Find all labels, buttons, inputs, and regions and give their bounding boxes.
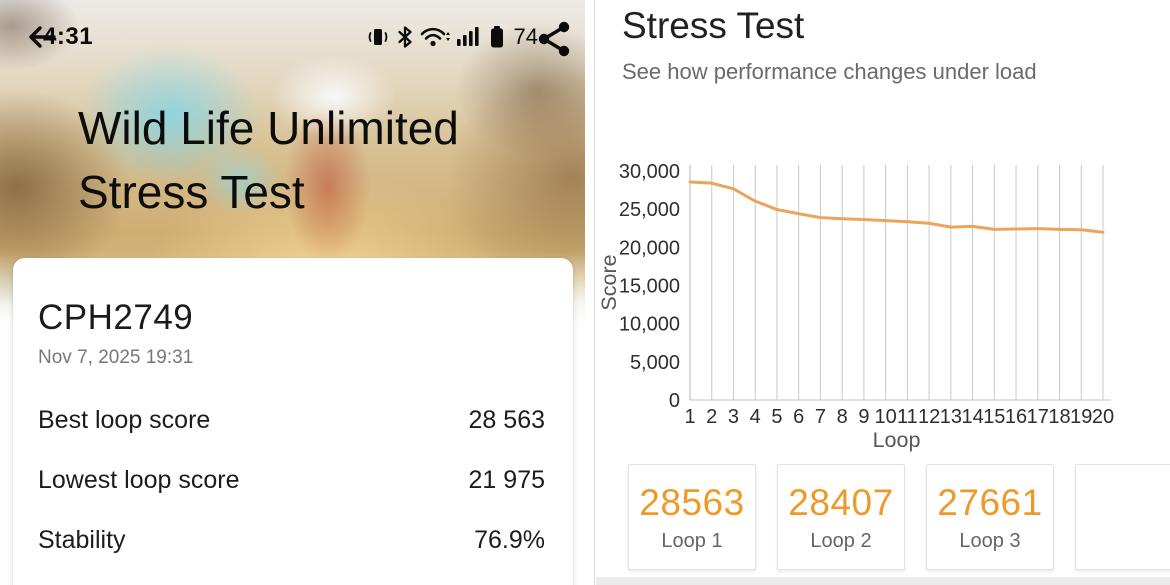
svg-text:30,000: 30,000 bbox=[619, 161, 680, 183]
status-bar-right: 74 bbox=[366, 17, 575, 57]
device-name: CPH2749 bbox=[38, 298, 194, 337]
svg-text:6: 6 bbox=[793, 406, 804, 428]
signal-bars-icon bbox=[456, 27, 479, 46]
best-loop-score-row: Best loop score 28 563 bbox=[38, 406, 545, 435]
score-rows: Best loop score 28 563 Lowest loop score… bbox=[38, 406, 545, 555]
stability-label: Stability bbox=[38, 526, 126, 554]
svg-text:20: 20 bbox=[1092, 406, 1114, 428]
svg-text:13: 13 bbox=[940, 406, 962, 428]
battery-percent: 74 bbox=[513, 24, 538, 49]
vibrate-icon bbox=[368, 29, 387, 45]
wild-life-hero-image: 4:31 bbox=[0, 0, 585, 322]
result-timestamp: Nov 7, 2025 19:31 bbox=[38, 347, 194, 368]
status-bar-left: 4:31 bbox=[24, 21, 93, 53]
svg-text:0: 0 bbox=[669, 390, 680, 412]
best-loop-score-value: 28 563 bbox=[468, 406, 545, 434]
battery-icon bbox=[490, 26, 503, 48]
svg-text:20,000: 20,000 bbox=[619, 237, 680, 259]
svg-text:25,000: 25,000 bbox=[619, 199, 680, 221]
status-bar: 4:31 bbox=[24, 16, 575, 58]
result-summary-card: CPH2749 Nov 7, 2025 19:31 Best loop scor… bbox=[13, 258, 573, 585]
svg-text:Score: Score bbox=[597, 254, 621, 310]
status-time: 4:31 bbox=[43, 23, 94, 50]
svg-text:11: 11 bbox=[897, 406, 918, 428]
lowest-loop-score-value: 21 975 bbox=[468, 466, 545, 494]
svg-text:14: 14 bbox=[961, 406, 983, 428]
loop-1-label: Loop 1 bbox=[661, 529, 723, 552]
loop-2-score: 28407 bbox=[788, 481, 894, 523]
wifi-icon bbox=[420, 27, 450, 47]
stress-test-detail-panel: Stress Test See how performance changes … bbox=[596, 0, 1170, 585]
section-subtitle: See how performance changes under load bbox=[622, 59, 1037, 84]
chart-canvas: 1 2 3 4 5 6 7 8 9 10 11 12 13 14 15 16 17 18 19 2005,00010,… bbox=[597, 161, 1114, 452]
loop-score-cards: 28563 Loop 1 28407 Loop 2 27661 Loop 3 bbox=[628, 464, 1170, 570]
svg-text:8: 8 bbox=[837, 406, 848, 428]
share-icon[interactable] bbox=[535, 19, 575, 59]
svg-text:15: 15 bbox=[983, 406, 1005, 428]
svg-text:19: 19 bbox=[1070, 406, 1092, 428]
back-arrow-icon[interactable] bbox=[24, 21, 58, 53]
svg-text:12: 12 bbox=[918, 406, 940, 428]
svg-text:5,000: 5,000 bbox=[630, 352, 680, 374]
svg-text:Loop: Loop bbox=[873, 428, 921, 452]
next-section-edge bbox=[596, 577, 1170, 585]
svg-text:2: 2 bbox=[706, 406, 717, 428]
lowest-loop-score-row: Lowest loop score 21 975 bbox=[38, 466, 545, 495]
loop-3-score: 27661 bbox=[937, 481, 1043, 523]
svg-text:17: 17 bbox=[1027, 406, 1049, 428]
svg-text:7: 7 bbox=[815, 406, 826, 428]
loop-score-line-chart: 1 2 3 4 5 6 7 8 9 10 11 12 13 14 15 16 17 18 19 20 0 5,000 10,… bbox=[596, 120, 1170, 460]
loop-card-4-partial[interactable] bbox=[1075, 464, 1170, 570]
benchmark-title: Wild Life Unlimited Stress Test bbox=[78, 102, 459, 218]
loop-card-3[interactable]: 27661 Loop 3 bbox=[926, 464, 1054, 570]
stability-value: 76.9% bbox=[474, 526, 545, 554]
svg-text:1: 1 bbox=[684, 406, 695, 428]
svg-text:16: 16 bbox=[1005, 406, 1027, 428]
svg-text:10: 10 bbox=[875, 406, 897, 428]
panel-divider bbox=[594, 0, 595, 585]
loop-card-2[interactable]: 28407 Loop 2 bbox=[777, 464, 905, 570]
svg-text:15,000: 15,000 bbox=[619, 276, 680, 298]
svg-text:3: 3 bbox=[728, 406, 739, 428]
share-button[interactable] bbox=[535, 19, 575, 59]
bluetooth-icon bbox=[397, 26, 412, 48]
svg-text:18: 18 bbox=[1048, 406, 1070, 428]
svg-text:10,000: 10,000 bbox=[619, 314, 680, 336]
section-title: Stress Test bbox=[622, 5, 805, 46]
stability-row: Stability 76.9% bbox=[38, 526, 545, 555]
svg-text:4: 4 bbox=[750, 406, 761, 428]
svg-text:5: 5 bbox=[771, 406, 782, 428]
loop-card-1[interactable]: 28563 Loop 1 bbox=[628, 464, 756, 570]
loop-2-label: Loop 2 bbox=[810, 529, 872, 552]
loop-1-score: 28563 bbox=[639, 481, 745, 523]
lowest-loop-score-label: Lowest loop score bbox=[38, 466, 240, 494]
best-loop-score-label: Best loop score bbox=[38, 406, 211, 434]
svg-text:9: 9 bbox=[858, 406, 869, 428]
device-screenshot-panel: 4:31 bbox=[0, 0, 585, 585]
loop-3-label: Loop 3 bbox=[959, 529, 1021, 552]
